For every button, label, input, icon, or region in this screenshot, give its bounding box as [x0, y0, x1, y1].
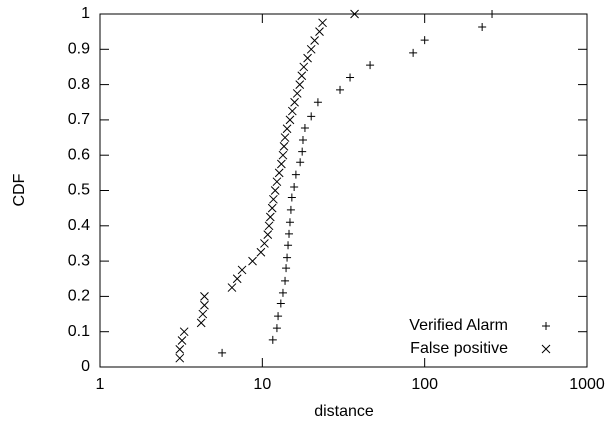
point — [276, 299, 285, 308]
point — [279, 142, 289, 151]
x-tick-label: 1 — [96, 376, 105, 393]
y-tick-label: 0.3 — [68, 252, 90, 269]
point — [260, 239, 269, 248]
point — [175, 353, 185, 363]
point — [307, 112, 316, 121]
point — [287, 106, 297, 116]
y-tick-label: 0 — [81, 358, 90, 375]
legend-marker — [542, 322, 550, 330]
point — [350, 9, 359, 19]
point — [200, 292, 209, 301]
point — [272, 324, 281, 333]
point — [278, 288, 287, 297]
y-tick-label: 0.1 — [68, 323, 90, 340]
point — [200, 300, 209, 310]
point — [278, 150, 288, 160]
point — [175, 344, 185, 354]
point — [488, 10, 497, 18]
point — [409, 48, 418, 57]
point — [281, 276, 290, 285]
point — [299, 62, 309, 72]
point — [287, 193, 296, 202]
point — [268, 335, 277, 344]
point — [292, 89, 302, 98]
point — [296, 158, 305, 167]
point — [285, 229, 294, 238]
point — [291, 170, 300, 179]
point — [274, 312, 283, 321]
point — [315, 27, 324, 37]
point — [478, 23, 487, 32]
point — [297, 71, 307, 81]
y-axis-label: CDF — [11, 173, 28, 206]
point — [267, 203, 277, 213]
point — [196, 318, 206, 328]
point — [263, 230, 273, 239]
point — [295, 80, 305, 89]
y-tick-label: 0.8 — [68, 76, 90, 93]
point — [336, 85, 345, 94]
point — [198, 309, 208, 319]
y-tick-label: 0.4 — [68, 217, 90, 234]
point — [290, 182, 299, 191]
x-tick-label: 1000 — [569, 376, 605, 393]
point — [284, 241, 293, 250]
x-tick-label: 100 — [411, 376, 438, 393]
plot-frame — [99, 13, 588, 368]
point — [346, 73, 355, 82]
point — [285, 218, 294, 227]
point — [264, 221, 274, 231]
x-tick-label: 10 — [253, 376, 271, 393]
point — [274, 168, 284, 178]
point — [420, 36, 429, 45]
legend-label: False positive — [410, 340, 508, 357]
point — [277, 159, 286, 169]
point — [310, 36, 319, 45]
point — [256, 247, 266, 257]
point — [283, 253, 292, 262]
x-axis-label: distance — [314, 403, 374, 420]
point — [300, 124, 309, 133]
point — [179, 327, 189, 337]
point — [177, 336, 187, 345]
y-tick-label: 1 — [81, 5, 90, 22]
point — [248, 256, 257, 266]
y-tick-label: 0.5 — [68, 182, 90, 199]
point — [282, 124, 292, 134]
legend-marker — [541, 344, 551, 354]
point — [286, 205, 295, 214]
point — [303, 53, 312, 63]
point — [306, 44, 316, 54]
point — [280, 133, 290, 142]
point — [272, 177, 282, 187]
y-tick-label: 0.6 — [68, 146, 90, 163]
y-tick-label: 0.7 — [68, 111, 90, 128]
legend-label: Verified Alarm — [409, 317, 508, 334]
point — [265, 212, 275, 222]
point — [298, 147, 307, 156]
point — [298, 136, 307, 145]
point — [285, 115, 295, 125]
point — [237, 265, 247, 275]
point — [290, 97, 299, 107]
point — [366, 61, 375, 70]
point — [218, 348, 227, 357]
point — [269, 194, 278, 204]
point — [318, 18, 327, 28]
point — [232, 274, 242, 284]
point — [227, 283, 237, 292]
point — [282, 264, 291, 273]
y-tick-label: 0.2 — [68, 288, 90, 305]
y-tick-label: 0.9 — [68, 41, 90, 58]
point — [313, 98, 322, 107]
point — [270, 186, 280, 195]
